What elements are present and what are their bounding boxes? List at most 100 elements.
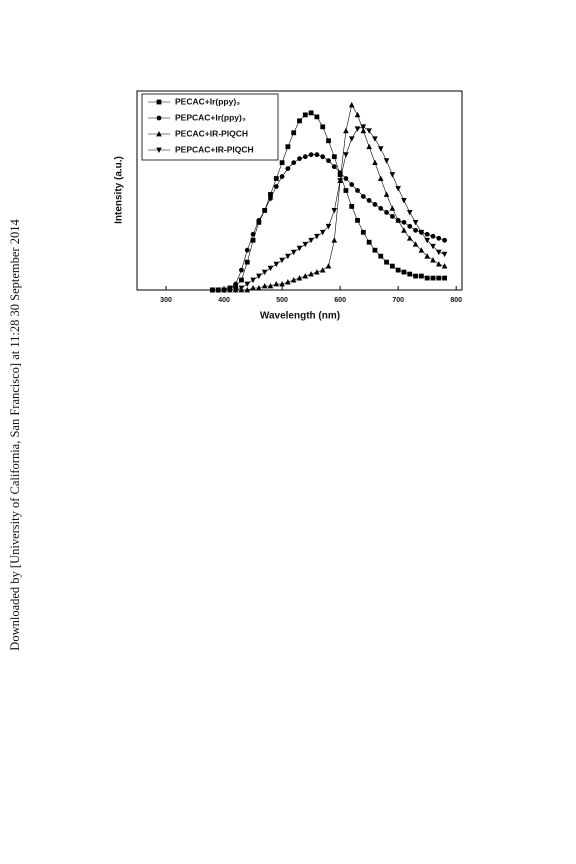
marker-square xyxy=(343,188,349,193)
marker-circle xyxy=(302,154,308,160)
marker-square xyxy=(320,124,326,130)
marker-square xyxy=(331,154,337,160)
marker-square xyxy=(401,269,407,275)
marker-triangle-up xyxy=(354,111,361,118)
marker-circle xyxy=(372,202,378,207)
x-tick-label: 800 xyxy=(450,297,462,304)
marker-triangle-up xyxy=(261,283,268,289)
marker-circle xyxy=(250,231,256,237)
marker-triangle-down xyxy=(308,237,314,244)
marker-triangle-down xyxy=(221,287,227,293)
marker-circle xyxy=(366,198,372,203)
marker-square xyxy=(279,160,285,166)
legend-label: PECAC+Ir(ppy)₃ xyxy=(175,96,240,106)
marker-triangle-up xyxy=(389,205,396,211)
marker-triangle-up xyxy=(360,127,367,134)
marker-square xyxy=(156,99,162,105)
series-line xyxy=(212,154,445,291)
marker-triangle-down xyxy=(285,253,291,260)
marker-triangle-up xyxy=(441,263,448,269)
marker-triangle-up xyxy=(372,159,378,166)
marker-triangle-up xyxy=(302,273,309,279)
marker-triangle-up xyxy=(331,237,338,243)
marker-square xyxy=(436,275,442,281)
plot-frame xyxy=(136,90,463,291)
marker-triangle-down xyxy=(412,219,419,226)
marker-square xyxy=(239,277,244,283)
marker-triangle-down xyxy=(279,257,285,264)
marker-triangle-up xyxy=(424,253,430,259)
x-axis-title: Wavelength (nm) xyxy=(260,311,340,322)
marker-square xyxy=(250,237,256,243)
marker-square xyxy=(372,247,378,253)
marker-triangle-down xyxy=(238,285,245,292)
marker-circle xyxy=(239,267,244,273)
marker-triangle-down xyxy=(267,265,274,272)
marker-triangle-up xyxy=(435,261,442,267)
marker-triangle-down xyxy=(314,233,320,240)
marker-square xyxy=(366,239,372,245)
marker-circle xyxy=(244,247,250,253)
marker-triangle-down xyxy=(273,261,280,268)
marker-triangle-up xyxy=(250,285,256,291)
marker-triangle-up xyxy=(418,247,425,253)
marker-square xyxy=(407,271,413,277)
x-tick-label: 500 xyxy=(276,297,288,304)
marker-circle xyxy=(349,182,355,187)
marker-circle xyxy=(285,166,291,172)
marker-triangle-down xyxy=(389,172,396,178)
marker-circle xyxy=(343,176,349,181)
marker-circle xyxy=(279,174,285,179)
x-tick-label: 300 xyxy=(160,297,172,304)
marker-triangle-up xyxy=(244,287,251,293)
marker-triangle-up xyxy=(401,227,407,233)
marker-triangle-up xyxy=(406,235,413,241)
y-axis-title: Intensity (a.u.) xyxy=(114,156,125,224)
marker-circle xyxy=(436,235,442,241)
marker-square xyxy=(285,144,291,150)
marker-circle xyxy=(355,188,360,193)
marker-triangle-down xyxy=(401,198,407,204)
marker-triangle-up xyxy=(366,143,372,150)
x-tick-label: 400 xyxy=(218,297,230,304)
marker-triangle-down xyxy=(418,229,425,236)
marker-square xyxy=(430,275,436,281)
marker-triangle-down xyxy=(256,273,262,280)
marker-circle xyxy=(256,217,262,223)
marker-triangle-up xyxy=(273,281,280,287)
marker-square xyxy=(413,273,418,279)
marker-circle xyxy=(384,209,389,215)
marker-square xyxy=(360,229,366,235)
marker-triangle-up xyxy=(348,101,355,108)
marker-square xyxy=(424,275,430,281)
marker-square xyxy=(273,176,279,181)
marker-triangle-up xyxy=(377,175,384,181)
marker-triangle-down xyxy=(156,147,162,153)
marker-square xyxy=(355,217,360,223)
marker-triangle-up xyxy=(430,257,436,263)
marker-circle xyxy=(442,237,447,243)
marker-triangle-down xyxy=(377,146,384,152)
marker-circle xyxy=(389,213,395,219)
legend-label: PECAC+IR-PIQCH xyxy=(175,128,248,138)
legend-label: PEPCAC+Ir(ppy)₃ xyxy=(175,112,246,122)
marker-triangle-down xyxy=(319,229,326,236)
marker-circle xyxy=(407,223,413,229)
marker-triangle-down xyxy=(348,136,355,142)
marker-triangle-down xyxy=(337,178,343,184)
marker-triangle-down xyxy=(430,243,436,250)
legend-box xyxy=(141,93,279,161)
marker-circle xyxy=(378,206,384,211)
marker-triangle-down xyxy=(331,208,338,214)
marker-triangle-down xyxy=(261,269,268,276)
marker-square xyxy=(244,259,250,265)
marker-circle xyxy=(297,156,302,162)
marker-triangle-up xyxy=(412,241,419,247)
marker-triangle-down xyxy=(366,128,372,134)
marker-circle xyxy=(233,281,239,287)
marker-triangle-down xyxy=(302,241,309,248)
marker-triangle-up xyxy=(285,279,291,285)
marker-triangle-up xyxy=(279,281,285,287)
x-tick-label: 600 xyxy=(334,297,346,304)
